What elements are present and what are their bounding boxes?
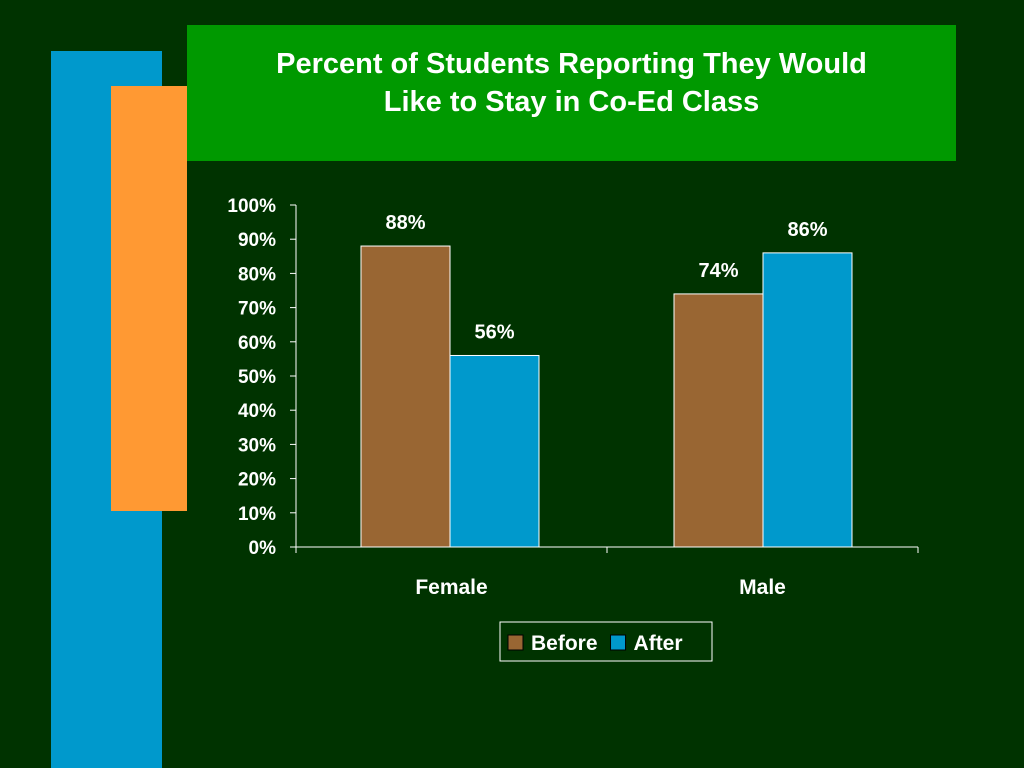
data-label-before-male: 74%: [698, 260, 738, 282]
y-tick-label: 70%: [238, 299, 276, 320]
y-tick-label: 20%: [238, 470, 276, 491]
bar-before-female: [360, 245, 451, 548]
data-label-after-female: 56%: [474, 321, 514, 343]
y-tick-label: 80%: [238, 264, 276, 285]
legend-swatch-before: [507, 634, 524, 651]
y-tick-label: 40%: [238, 401, 276, 422]
y-tick-label: 60%: [238, 333, 276, 354]
y-tick-label: 50%: [238, 367, 276, 388]
legend-box: [499, 621, 713, 662]
title-box: Percent of Students Reporting They Would…: [187, 25, 956, 161]
chart-title-line-1: Percent of Students Reporting They Would: [276, 48, 867, 80]
legend-label-before: Before: [531, 632, 598, 655]
data-label-before-female: 88%: [385, 212, 425, 234]
y-tick-label: 0%: [249, 538, 277, 559]
data-label-after-male: 86%: [787, 219, 827, 241]
chart-title-line-2: Like to Stay in Co-Ed Class: [383, 86, 760, 118]
y-tick-label: 100%: [227, 196, 276, 217]
y-tick-label: 30%: [238, 435, 276, 456]
bar-before-male: [673, 293, 764, 548]
x-category-label: Male: [739, 576, 786, 599]
legend-label-after: After: [634, 632, 683, 655]
y-tick-label: 10%: [238, 504, 276, 525]
bar-after-female: [449, 354, 540, 548]
x-category-label: Female: [415, 576, 487, 599]
y-tick-label: 90%: [238, 230, 276, 251]
legend-swatch-after: [610, 634, 627, 651]
bar-after-male: [762, 252, 853, 548]
decorative-orange-bar: [111, 86, 187, 511]
